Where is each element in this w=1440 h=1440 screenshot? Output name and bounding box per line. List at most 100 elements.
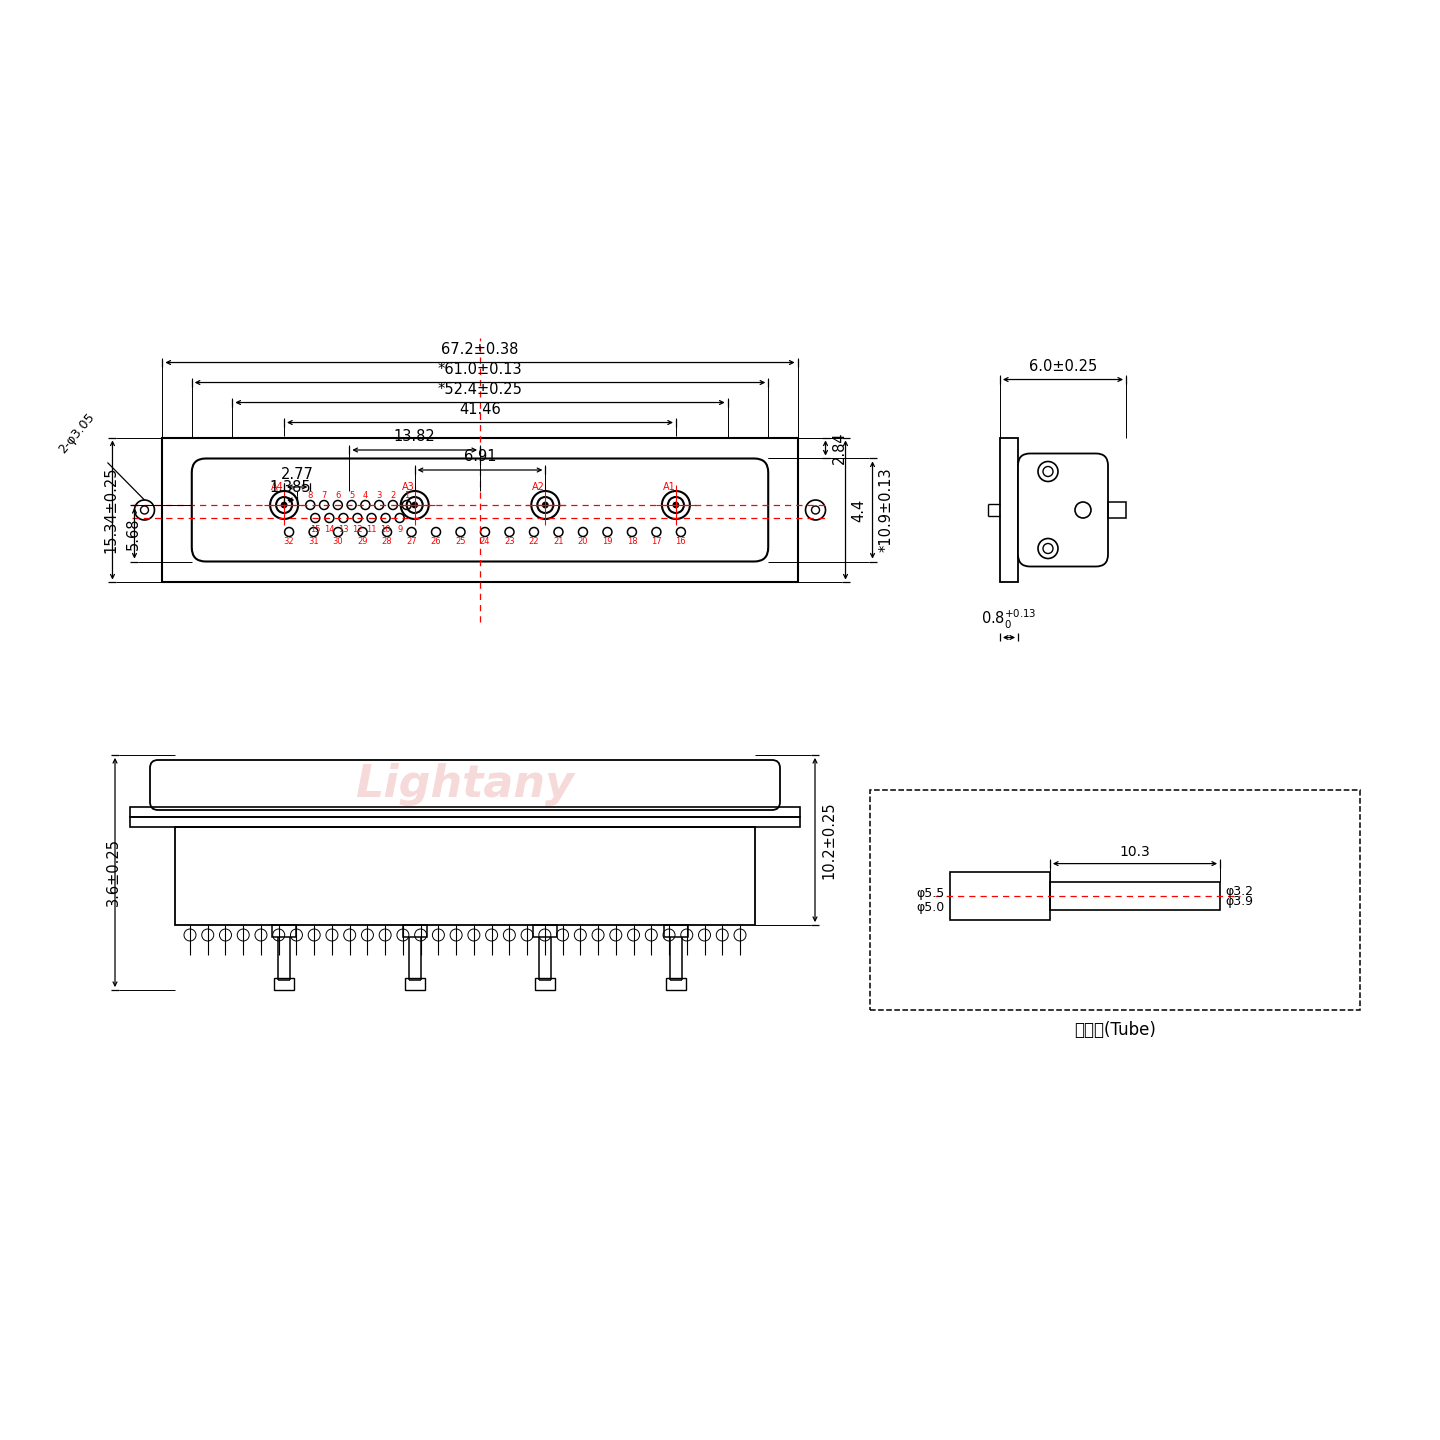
Circle shape [291,929,302,940]
Circle shape [645,929,657,940]
Bar [163,438,798,583]
Circle shape [379,929,392,940]
FancyBboxPatch shape [150,760,780,809]
Bar [130,806,801,816]
Text: 7: 7 [321,491,327,501]
Circle shape [361,929,373,940]
Bar [664,924,688,937]
Bar [1050,881,1220,910]
Text: 28: 28 [382,537,392,546]
Circle shape [344,929,356,940]
Text: 11: 11 [366,524,377,533]
Circle shape [282,503,287,507]
Bar [870,791,1359,1009]
Text: 8: 8 [308,491,312,501]
Text: 18: 18 [626,537,638,546]
Text: 24: 24 [480,537,490,546]
Circle shape [521,929,533,940]
Text: 23: 23 [504,537,514,546]
Circle shape [415,929,426,940]
Circle shape [543,503,547,507]
Circle shape [557,929,569,940]
Circle shape [698,929,710,940]
Bar [272,924,297,937]
Bar [405,978,425,991]
Circle shape [238,929,249,940]
Circle shape [255,929,266,940]
Circle shape [592,929,603,940]
Text: 22: 22 [528,537,539,546]
Circle shape [308,929,320,940]
Circle shape [412,503,418,507]
Text: 15.34±0.25: 15.34±0.25 [104,467,118,553]
Bar [274,978,294,991]
Bar [665,978,685,991]
Text: 17: 17 [651,537,662,546]
Text: 21: 21 [553,537,563,546]
Text: 5.68: 5.68 [125,517,141,550]
Text: 6.91: 6.91 [464,449,497,464]
Text: 41.46: 41.46 [459,402,501,416]
Text: φ5.5: φ5.5 [917,887,945,900]
Bar [403,924,426,937]
Text: 2.84: 2.84 [831,432,847,464]
Text: 3: 3 [376,491,382,501]
Bar [130,816,801,827]
Circle shape [325,929,338,940]
Text: φ5.0: φ5.0 [917,901,945,914]
Text: 13: 13 [338,524,348,533]
Text: 10.2±0.25: 10.2±0.25 [821,801,837,878]
Text: 20: 20 [577,537,588,546]
Circle shape [716,929,729,940]
Text: A4: A4 [271,482,284,492]
Circle shape [628,929,639,940]
Text: 3.6±0.25: 3.6±0.25 [107,838,121,907]
Text: 32: 32 [284,537,294,546]
Text: φ3.2: φ3.2 [1225,886,1253,899]
Text: *10.9±0.13: *10.9±0.13 [878,468,893,553]
Circle shape [202,929,213,940]
FancyBboxPatch shape [192,458,768,562]
Text: 2.77: 2.77 [281,467,314,482]
Circle shape [681,929,693,940]
Text: 10.3: 10.3 [1120,845,1151,858]
Text: *61.0±0.13: *61.0±0.13 [438,361,523,376]
Circle shape [468,929,480,940]
Bar [1107,503,1126,518]
Circle shape [184,929,196,940]
Text: 4: 4 [363,491,369,501]
Text: 5: 5 [348,491,354,501]
Text: 31: 31 [308,537,318,546]
Text: A3: A3 [402,482,415,492]
Circle shape [674,503,678,507]
Text: 10: 10 [380,524,390,533]
Text: 14: 14 [324,524,334,533]
Text: 27: 27 [406,537,416,546]
Text: *52.4±0.25: *52.4±0.25 [438,382,523,396]
Text: A1: A1 [662,482,675,492]
Text: 12: 12 [353,524,363,533]
Bar [176,827,755,924]
Text: 6: 6 [336,491,340,501]
Text: 13.82: 13.82 [393,429,435,444]
Text: 30: 30 [333,537,343,546]
Text: 67.2±0.38: 67.2±0.38 [441,341,518,357]
Text: 2: 2 [390,491,396,501]
Text: 9: 9 [397,524,402,533]
Bar [950,871,1050,920]
Text: 屏蔽管(Tube): 屏蔽管(Tube) [1074,1021,1156,1040]
Circle shape [432,929,445,940]
Circle shape [609,929,622,940]
Text: 2-φ3.05: 2-φ3.05 [56,410,98,455]
Circle shape [485,929,498,940]
Circle shape [539,929,552,940]
Bar [999,438,1018,583]
Circle shape [451,929,462,940]
Text: 26: 26 [431,537,441,546]
Text: 4.4: 4.4 [851,498,867,521]
Text: 6.0±0.25: 6.0±0.25 [1028,359,1097,373]
Text: φ3.9: φ3.9 [1225,896,1253,909]
Circle shape [272,929,285,940]
Circle shape [662,929,675,940]
Bar [533,924,557,937]
